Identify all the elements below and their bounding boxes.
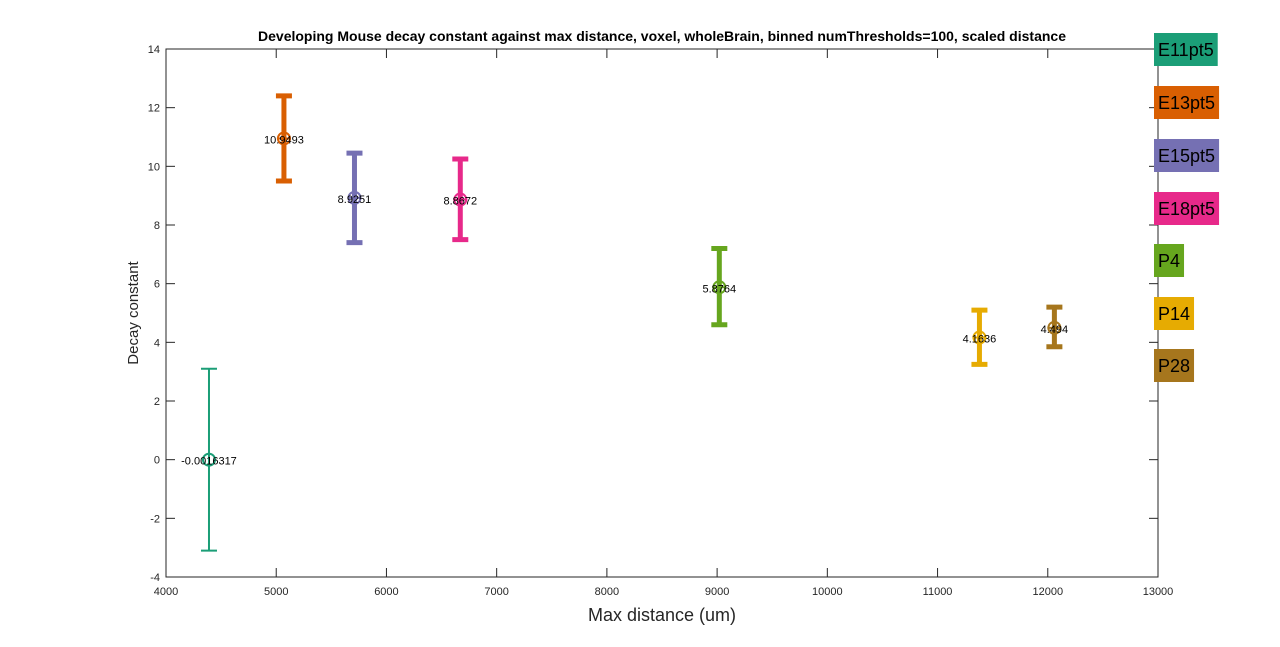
series-E13pt5: 10.9493	[264, 93, 304, 184]
legend-label: E13pt5	[1158, 93, 1215, 113]
y-axis-title: Decay constant	[125, 260, 142, 364]
legend-label: E15pt5	[1158, 146, 1215, 166]
y-tick-label: 8	[154, 220, 160, 232]
legend-label: P4	[1158, 251, 1180, 271]
x-axis-title: Max distance (um)	[588, 605, 736, 625]
y-tick-label: -4	[150, 572, 160, 584]
chart-title: Developing Mouse decay constant against …	[258, 28, 1066, 44]
y-tick-label: 14	[148, 44, 160, 56]
x-tick-label: 4000	[154, 586, 178, 598]
series-P4: 5.8764	[702, 245, 736, 328]
data-label: 8.8672	[443, 196, 477, 208]
legend: E11pt5 E13pt5 E15pt5 E18pt5 P4 P14 P28	[1154, 33, 1220, 382]
y-tick-label: 2	[154, 396, 160, 408]
data-label: 10.9493	[264, 134, 304, 146]
legend-label: P28	[1158, 356, 1190, 376]
series-E11pt5: -0.0016317	[181, 367, 237, 552]
data-label: 4.494	[1041, 324, 1069, 336]
y-tick-label: 4	[154, 337, 160, 349]
legend-swatch	[1154, 297, 1195, 330]
series-P14: 4.1636	[963, 307, 997, 367]
x-tick-label: 11000	[923, 586, 953, 598]
legend-item-E18pt5: E18pt5	[1154, 192, 1220, 225]
x-tick-label: 5000	[264, 586, 288, 598]
plot-area	[165, 48, 1159, 578]
x-tick-label: 12000	[1032, 586, 1063, 598]
legend-swatch	[1154, 86, 1220, 119]
x-tick-label: 7000	[484, 586, 508, 598]
x-tick-label: 13000	[1143, 586, 1174, 598]
legend-swatch	[1154, 139, 1220, 172]
data-label: -0.0016317	[181, 456, 237, 468]
x-tick-label: 10000	[812, 586, 843, 598]
legend-label: E11pt5	[1158, 40, 1214, 60]
y-tick-label: 10	[148, 161, 160, 173]
y-tick-label: 6	[154, 279, 160, 291]
series-P28: 4.494	[1041, 304, 1069, 350]
y-tick-label: -2	[150, 513, 160, 525]
legend-swatch	[1154, 349, 1195, 382]
legend-swatch	[1154, 33, 1218, 66]
legend-item-P14: P14	[1154, 297, 1195, 330]
y-tick-labels: -4 -2 0 2 4 6 8 10 12 14	[148, 44, 160, 584]
legend-item-E15pt5: E15pt5	[1154, 139, 1220, 172]
series-E18pt5: 8.8672	[443, 156, 477, 243]
y-tick-label: 0	[154, 455, 160, 467]
axis-ticks	[165, 48, 1159, 578]
data-label: 4.1636	[963, 334, 997, 346]
legend-item-P4: P4	[1154, 244, 1185, 277]
data-series: -0.0016317 10.9493 8.9251 8.8672 5.8764 4.163…	[181, 93, 1069, 552]
x-tick-labels: 4000 5000 6000 7000 8000 9000 10000 11000 12000 1…	[154, 586, 1174, 598]
legend-item-E13pt5: E13pt5	[1154, 86, 1220, 119]
legend-item-P28: P28	[1154, 349, 1195, 382]
data-label: 5.8764	[702, 283, 736, 295]
legend-label: P14	[1158, 304, 1190, 324]
x-tick-label: 6000	[374, 586, 398, 598]
data-label: 8.9251	[338, 194, 372, 206]
x-tick-label: 9000	[705, 586, 729, 598]
y-tick-label: 12	[148, 103, 160, 115]
legend-swatch	[1154, 244, 1185, 277]
x-tick-label: 8000	[595, 586, 619, 598]
legend-label: E18pt5	[1158, 199, 1215, 219]
data-point	[201, 452, 216, 467]
legend-item-E11pt5: E11pt5	[1154, 33, 1218, 66]
legend-swatch	[1154, 192, 1220, 225]
series-E15pt5: 8.9251	[338, 150, 372, 246]
